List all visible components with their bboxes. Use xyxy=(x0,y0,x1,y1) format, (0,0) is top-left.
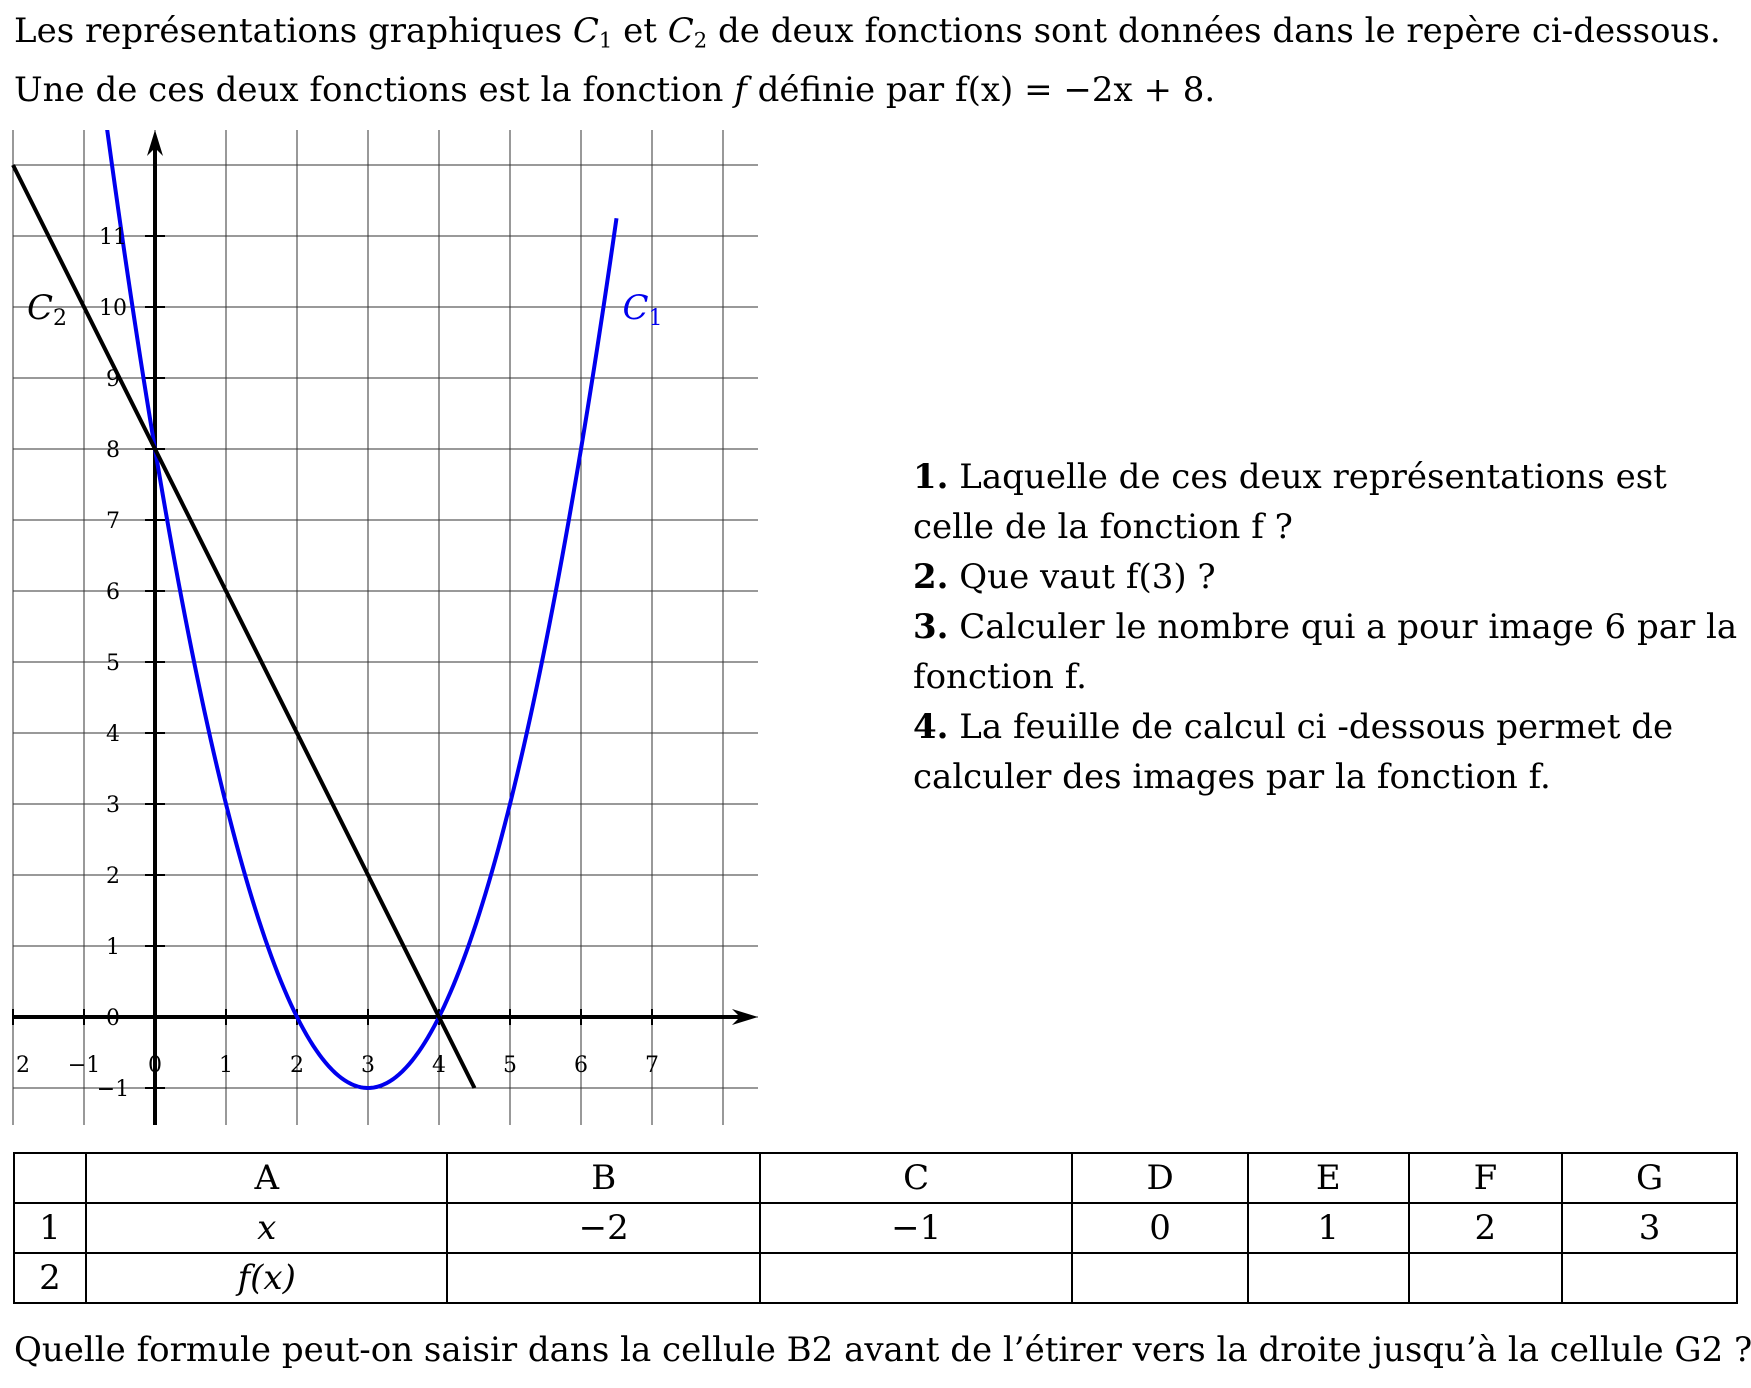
axes xyxy=(12,130,758,1125)
x-axis-arrow xyxy=(732,1009,758,1025)
y-tick-label: 3 xyxy=(106,793,120,818)
intro-line-2: Une de ces deux fonctions est la fonctio… xyxy=(14,70,1216,111)
x-tick-label: 6 xyxy=(574,1053,588,1078)
y-tick-label: 10 xyxy=(99,296,127,321)
grid xyxy=(12,130,758,1125)
column-header: G xyxy=(1561,1152,1738,1204)
x-tick-label: −1 xyxy=(68,1053,100,1078)
cell-F2[interactable] xyxy=(1407,1252,1564,1304)
question-3: 3. Calculer le nombre qui a pour image 6… xyxy=(913,607,1738,697)
row-header: 1 xyxy=(13,1202,87,1254)
y-tick-label: −1 xyxy=(97,1077,129,1102)
intro-text: Les représentations graphiques C1 et C2 … xyxy=(14,6,1721,115)
column-header: B xyxy=(446,1152,761,1204)
y-tick-label: 7 xyxy=(106,509,120,534)
x-tick-label: 3 xyxy=(361,1053,375,1078)
cell-B1: −2 xyxy=(446,1202,761,1254)
x-tick-label: 4 xyxy=(432,1053,446,1078)
series-label-C2: C2 xyxy=(27,288,67,331)
cell-E1: 1 xyxy=(1246,1202,1410,1254)
cell-A2: f(x) xyxy=(84,1252,449,1304)
y-tick-label: 6 xyxy=(106,580,120,605)
sheet-row-1: 1 x −2 −1 0 1 2 3 xyxy=(13,1202,1738,1254)
cell-D2[interactable] xyxy=(1071,1252,1249,1304)
x-tick-label: 1 xyxy=(219,1053,233,1078)
x-tick-label: 0 xyxy=(148,1053,162,1078)
y-tick-label: 9 xyxy=(106,367,120,392)
y-tick-label: 0 xyxy=(106,1006,120,1031)
series-C2 xyxy=(11,164,477,1089)
y-tick-label: 1 xyxy=(106,935,120,960)
question-1: 1. Laquelle de ces deux représentations … xyxy=(913,457,1667,547)
sheet-corner-cell xyxy=(13,1152,87,1204)
cell-D1: 0 xyxy=(1071,1202,1249,1254)
cell-G2[interactable] xyxy=(1561,1252,1738,1304)
cell-F1: 2 xyxy=(1407,1202,1564,1254)
cell-C1: −1 xyxy=(758,1202,1074,1254)
x-tick-label: 2 xyxy=(16,1053,30,1078)
final-question: Quelle formule peut-on saisir dans la ce… xyxy=(14,1330,1751,1370)
sheet-row-2: 2 f(x) xyxy=(13,1252,1738,1304)
y-axis-arrow xyxy=(147,130,163,156)
series-label-sub: 2 xyxy=(53,306,67,331)
questions: 1. Laquelle de ces deux représentations … xyxy=(913,452,1743,802)
c2-symbol: C xyxy=(667,11,694,51)
column-header: D xyxy=(1071,1152,1249,1204)
cell-E2[interactable] xyxy=(1246,1252,1410,1304)
column-header: F xyxy=(1407,1152,1564,1204)
cell-A1: x xyxy=(84,1202,449,1254)
y-tick-label: 11 xyxy=(99,225,127,250)
curves xyxy=(11,130,619,1090)
y-tick-label: 8 xyxy=(106,438,120,463)
x-tick-label: 5 xyxy=(503,1053,517,1078)
c1-symbol: C xyxy=(572,11,599,51)
intro-line-1: Les représentations graphiques C1 et C2 … xyxy=(14,11,1721,53)
column-header: A xyxy=(84,1152,449,1204)
cell-C2[interactable] xyxy=(758,1252,1074,1304)
column-header: E xyxy=(1246,1152,1410,1204)
question-4: 4. La feuille de calcul ci -dessous perm… xyxy=(913,707,1674,797)
sheet-header-row: A B C D E F G xyxy=(13,1152,1738,1204)
cell-G1: 3 xyxy=(1561,1202,1738,1254)
y-tick-label: 4 xyxy=(106,722,120,747)
column-header: C xyxy=(758,1152,1074,1204)
row-header: 2 xyxy=(13,1252,87,1304)
series-C1 xyxy=(105,130,619,1090)
spreadsheet: A B C D E F G 1 x −2 −1 0 1 2 3 2 f(x) xyxy=(13,1152,1738,1304)
series-label-C1: C1 xyxy=(623,288,663,331)
y-tick-label: 5 xyxy=(106,651,120,676)
x-tick-label: 2 xyxy=(290,1053,304,1078)
question-2: 2. Que vaut f(3) ? xyxy=(913,557,1216,597)
series-label-sub: 1 xyxy=(649,306,663,331)
y-tick-label: 2 xyxy=(106,864,120,889)
function-definition: f(x) = −2x + 8. xyxy=(954,70,1216,111)
x-tick-label: 7 xyxy=(645,1053,659,1078)
cell-B2[interactable] xyxy=(446,1252,761,1304)
